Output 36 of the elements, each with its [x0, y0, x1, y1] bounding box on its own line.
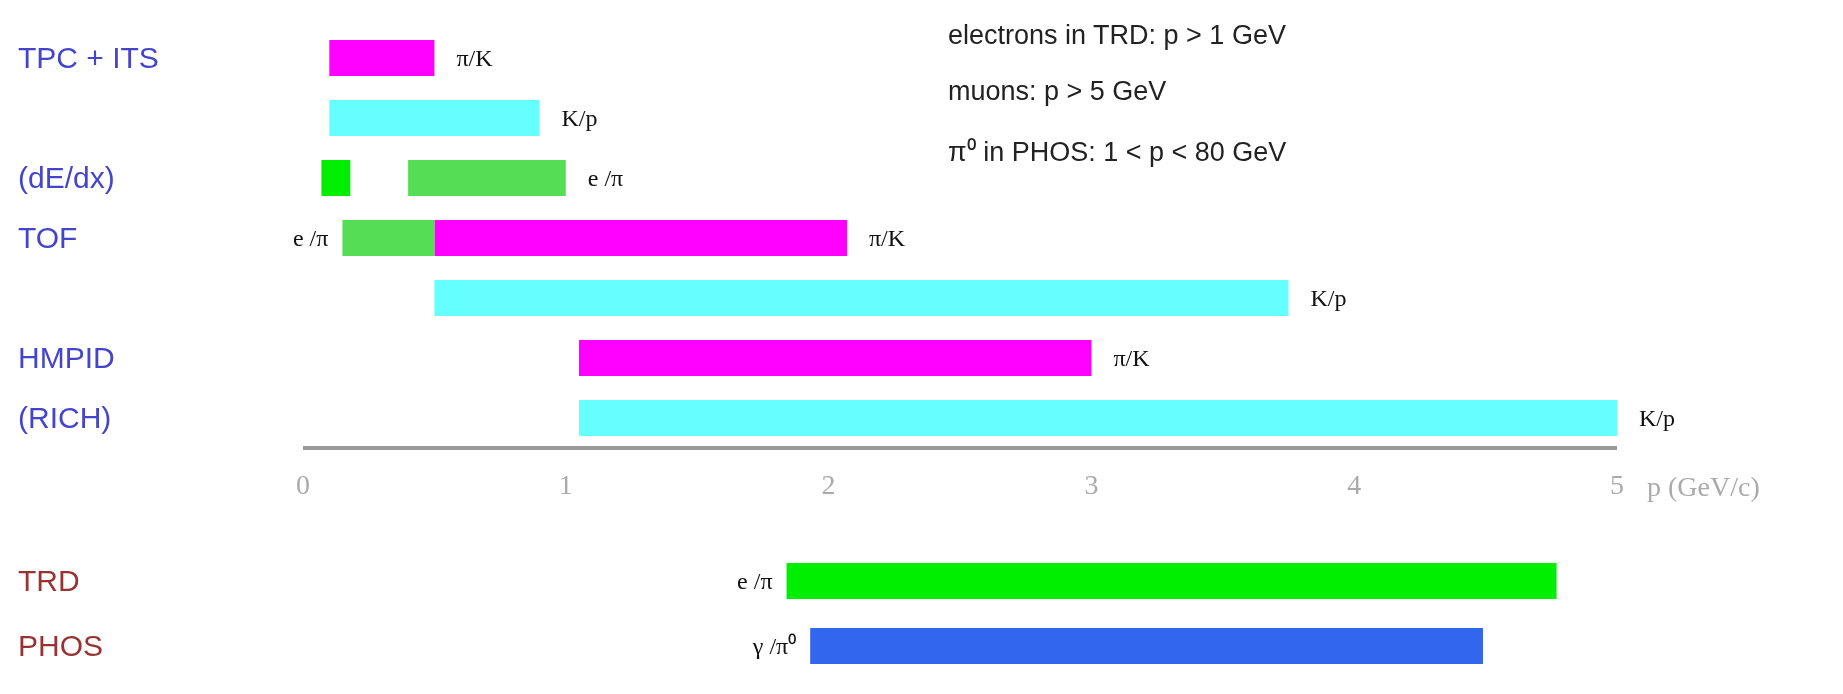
y-tick-label: (RICH)	[18, 401, 112, 434]
x-tick-label: 0	[296, 468, 310, 500]
data-label: e /π	[587, 165, 624, 191]
bar	[329, 40, 435, 76]
bar	[329, 100, 540, 136]
y-tick-label: (dE/dx)	[18, 161, 115, 194]
annotation: muons: p > 5 GeV	[948, 76, 1167, 107]
bar	[578, 340, 1092, 376]
data-label: π/K	[456, 45, 494, 71]
data-label: π/K	[869, 225, 906, 251]
y-tick-label: TPC + ITS	[18, 41, 159, 74]
x-tick-label: 2	[821, 468, 836, 500]
annotation: electrons in TRD: p > 1 GeV	[948, 20, 1286, 51]
bar	[321, 160, 351, 196]
x-tick-label: 3	[1084, 468, 1099, 500]
x-tick-label: 5	[1610, 468, 1624, 500]
x-tick-label: 1	[558, 468, 573, 500]
data-label: π/K	[1113, 345, 1151, 371]
bar	[578, 400, 1617, 436]
bar	[408, 160, 566, 196]
y-tick-label: TOF	[18, 221, 78, 254]
y-tick-label: PHOS	[18, 628, 104, 662]
annotation: π⁰ in PHOS: 1 < p < 80 GeV	[948, 136, 1287, 169]
bar	[342, 220, 435, 256]
bar	[434, 220, 847, 256]
data-label: K/p	[1310, 285, 1347, 311]
x-tick-label: 4	[1347, 468, 1362, 500]
data-label: γ /π⁰	[751, 633, 797, 659]
y-tick-label: TRD	[18, 563, 80, 597]
y-tick-label: HMPID	[18, 341, 115, 374]
data-label: e /π	[292, 225, 329, 251]
data-label: e /π	[737, 568, 773, 594]
data-label: K/p	[561, 105, 598, 131]
data-label: K/p	[1639, 405, 1675, 431]
x-axis-title: p (GeV/c)	[1647, 471, 1760, 502]
bar	[434, 280, 1289, 316]
